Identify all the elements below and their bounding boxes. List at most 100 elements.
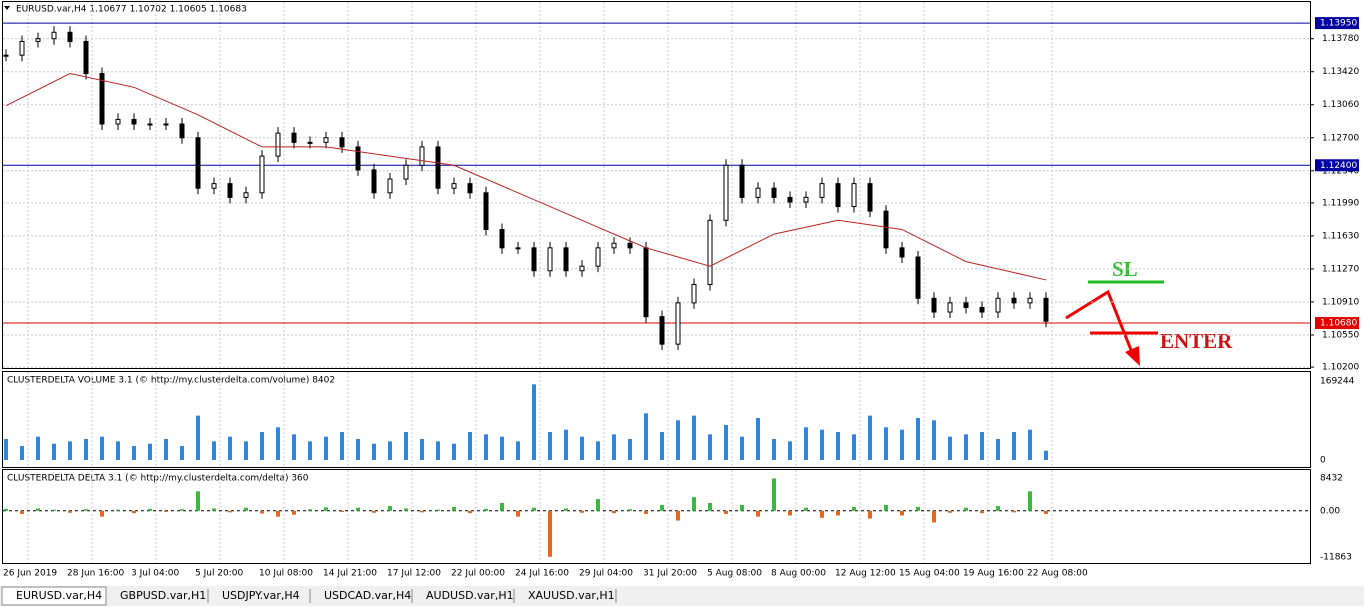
tab[interactable]: GBPUSD.var,H1 bbox=[120, 589, 206, 602]
delta-bar bbox=[84, 509, 88, 511]
delta-bar bbox=[548, 510, 552, 557]
y-tick-label: 1.13420 bbox=[1322, 67, 1359, 77]
x-tick-label: 15 Aug 04:00 bbox=[899, 569, 960, 579]
delta-bar bbox=[868, 510, 872, 519]
candle bbox=[483, 192, 489, 230]
x-tick-label: 24 Jul 16:00 bbox=[515, 569, 569, 579]
candle bbox=[131, 118, 137, 125]
delta-bar bbox=[644, 510, 648, 514]
candle bbox=[835, 183, 841, 208]
volume-bar bbox=[644, 413, 648, 461]
volume-bar bbox=[212, 441, 216, 461]
delta-bar bbox=[804, 507, 808, 511]
candle bbox=[563, 247, 569, 272]
x-tick-label: 31 Jul 20:00 bbox=[643, 569, 697, 579]
candle bbox=[963, 302, 969, 308]
volume-bar bbox=[660, 432, 664, 461]
candle bbox=[3, 54, 9, 57]
volume-bar bbox=[708, 434, 712, 461]
x-tick-label: 10 Jul 08:00 bbox=[259, 569, 313, 579]
x-tick-label: 3 Jul 04:00 bbox=[131, 569, 180, 579]
volume-bar bbox=[948, 436, 952, 461]
delta-bar bbox=[900, 510, 904, 516]
delta-bar bbox=[980, 510, 984, 514]
delta-bar bbox=[612, 510, 616, 514]
x-tick-label: 8 Aug 00:00 bbox=[771, 569, 826, 579]
volume-bar bbox=[500, 436, 504, 461]
volume-bar bbox=[404, 432, 408, 461]
volume-bar bbox=[36, 436, 40, 461]
delta-bar bbox=[372, 510, 376, 513]
volume-bar bbox=[820, 429, 824, 461]
delta-bar bbox=[164, 510, 168, 512]
delta-bar bbox=[516, 510, 520, 517]
candle bbox=[83, 40, 89, 75]
volume-bar bbox=[292, 434, 296, 461]
tab[interactable]: USDCAD.var,H4 bbox=[324, 589, 411, 602]
candle bbox=[675, 302, 681, 345]
volume-bar bbox=[788, 441, 792, 461]
volume-bar bbox=[596, 441, 600, 461]
tab[interactable]: AUDUSD.var,H1 bbox=[426, 589, 514, 602]
candle bbox=[1011, 297, 1017, 304]
delta-title: CLUSTERDELTA DELTA 3.1 (© http://my.clus… bbox=[7, 474, 309, 484]
candle bbox=[243, 192, 249, 198]
candle bbox=[899, 247, 905, 258]
x-tick-label: 22 Jul 00:00 bbox=[451, 569, 505, 579]
volume-bar bbox=[164, 439, 168, 461]
volume-bar bbox=[68, 441, 72, 461]
y-tick-label: 1.12700 bbox=[1322, 133, 1359, 143]
delta-bar bbox=[964, 507, 968, 511]
y-tick-label: 1.13060 bbox=[1322, 100, 1359, 110]
delta-bar bbox=[836, 510, 840, 516]
volume-bar bbox=[132, 446, 136, 461]
tab[interactable]: EURUSD.var,H4 bbox=[16, 589, 102, 602]
candle bbox=[691, 284, 697, 304]
tab[interactable]: USDJPY.var,H4 bbox=[222, 589, 300, 602]
candle bbox=[499, 228, 505, 249]
volume-bar bbox=[564, 429, 568, 461]
delta-bar bbox=[116, 509, 120, 511]
volume-bar bbox=[4, 439, 8, 461]
menu-arrow[interactable] bbox=[4, 6, 10, 10]
volume-bar bbox=[20, 446, 24, 461]
delta-bar bbox=[292, 510, 296, 515]
candle bbox=[371, 169, 377, 194]
candle bbox=[627, 242, 633, 249]
price-frame bbox=[2, 1, 1311, 369]
delta-bar bbox=[356, 507, 360, 511]
delta-bar bbox=[244, 507, 248, 511]
volume-bar bbox=[804, 427, 808, 461]
delta-bar bbox=[484, 508, 488, 511]
volume-bar bbox=[612, 434, 616, 461]
y-tick-label: 1.11630 bbox=[1322, 231, 1359, 241]
delta-bar bbox=[4, 508, 8, 511]
volume-bar bbox=[980, 432, 984, 461]
y-tick-label: 1.11990 bbox=[1322, 198, 1359, 208]
delta-bar bbox=[820, 510, 824, 518]
y-tick-label: 1.10550 bbox=[1322, 330, 1359, 340]
tab[interactable]: XAUUSD.var,H1 bbox=[528, 589, 615, 602]
candle bbox=[387, 178, 393, 194]
candle bbox=[803, 196, 809, 203]
candle bbox=[291, 132, 297, 143]
level-box bbox=[1315, 317, 1359, 330]
volume-bar bbox=[964, 434, 968, 461]
candle bbox=[163, 123, 169, 126]
volume-bar bbox=[180, 446, 184, 461]
candle bbox=[467, 183, 473, 194]
volume-bar bbox=[420, 439, 424, 461]
candle bbox=[771, 187, 777, 198]
volume-bar bbox=[260, 432, 264, 461]
y-tick-label: 1.12340 bbox=[1322, 166, 1359, 176]
volume-bar bbox=[724, 424, 728, 461]
volume-bar bbox=[548, 432, 552, 461]
candle bbox=[339, 137, 345, 148]
candle bbox=[883, 210, 889, 249]
y-tick-label: 1.10910 bbox=[1322, 297, 1359, 307]
delta-bar bbox=[1012, 510, 1016, 513]
candle bbox=[355, 146, 361, 171]
candle bbox=[307, 141, 313, 144]
delta-bar bbox=[740, 504, 744, 511]
candle bbox=[195, 137, 201, 189]
